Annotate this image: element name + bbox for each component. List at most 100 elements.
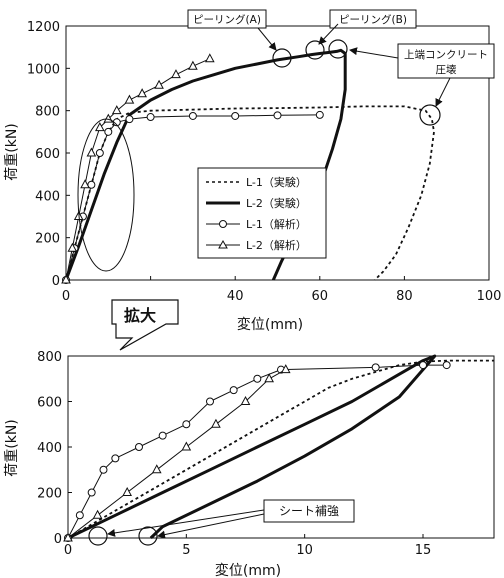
y-axis-ticks-bottom: 0 200 400 600 800	[37, 350, 72, 547]
data-point-top-3	[204, 53, 215, 63]
callout-arrow-sheet-2	[157, 513, 265, 539]
x-tick-label-top: 0	[62, 289, 70, 304]
callout-box-crush	[397, 43, 495, 79]
data-point-top-3	[124, 94, 135, 104]
data-point-bottom-3	[240, 395, 251, 405]
y-tick-label-bottom: 600	[37, 396, 62, 411]
legend-top: L-1（実験） L-2（実験） L-1（解析） L-2（解析）	[197, 167, 327, 259]
data-point-top-2	[104, 127, 113, 136]
elastic-zone-ellipse	[77, 118, 135, 272]
x-axis-ticks-bottom: 0 5 10 15	[64, 534, 431, 558]
data-point-bottom-3	[264, 373, 275, 383]
data-point-bottom-3	[211, 418, 221, 428]
data-point-top-2	[112, 118, 121, 127]
data-point-bottom-2	[87, 488, 96, 497]
data-point-top-3	[95, 122, 105, 132]
series-line-bottom-1	[67, 354, 437, 540]
enlarge-arrow: 拡大	[111, 299, 179, 351]
data-point-top-2	[95, 149, 104, 157]
legend-label-l1-exp: L-1（実験）	[246, 175, 307, 189]
x-axis-label-bottom: 変位(mm)	[215, 562, 281, 578]
data-point-top-2	[188, 111, 197, 120]
x-tick-label-top: 80	[396, 289, 413, 304]
y-tick-label-top: 1000	[27, 62, 60, 77]
data-point-top-3	[67, 242, 78, 252]
y-tick-label-top: 200	[35, 232, 60, 247]
x-tick-label-bottom: 5	[182, 543, 190, 558]
data-point-bottom-2	[182, 420, 191, 429]
y-tick-label-top: 0	[52, 274, 60, 289]
peeling-b-marker	[305, 40, 325, 60]
callout-text-crush-line2: 圧壊	[436, 64, 457, 76]
callout-text-sheet: シート補強	[279, 504, 339, 518]
x-axis-ticks-top: 0 40 60 80 100	[62, 276, 502, 304]
data-point-bottom-2	[229, 386, 238, 395]
callout-arrow-sheet-1	[107, 509, 265, 537]
data-point-bottom-3	[151, 464, 162, 474]
data-point-bottom-2	[99, 465, 108, 474]
legend-box	[197, 167, 327, 259]
data-point-top-3	[80, 179, 90, 189]
data-point-bottom-2	[111, 454, 120, 463]
callout-arrow-crush-down	[435, 77, 451, 107]
enlarge-arrow-shape	[111, 299, 179, 351]
data-point-bottom-2	[371, 363, 380, 372]
legend-marker-l1-ana	[219, 220, 227, 228]
chart-bottom: 0 200 400 600 800 0 5 10 15 変位(mm) 荷重(kN) シート補強	[4, 350, 495, 578]
callout-box-sheet	[263, 499, 355, 523]
series-group-top	[61, 48, 435, 284]
callout-box-peeling-a	[187, 9, 267, 29]
legend-label-l1-ana: L-1（解析）	[246, 217, 307, 231]
sheet-marker-1	[88, 526, 108, 546]
data-point-top-3	[154, 79, 164, 89]
data-point-bottom-2	[206, 397, 214, 406]
y-tick-label-bottom: 400	[37, 441, 62, 456]
data-point-top-3	[111, 105, 122, 115]
y-tick-label-top: 800	[35, 105, 60, 120]
y-axis-label-bottom: 荷重(kN)	[4, 419, 20, 477]
y-axis-ticks-top: 0 200 400 600 800 1000 1200	[27, 20, 70, 289]
callout-text-peeling-b: ピーリング(B)	[339, 13, 407, 26]
callout-arrow-crush-left	[349, 47, 399, 59]
x-tick-label-top: 40	[227, 289, 244, 304]
data-point-top-2	[273, 111, 282, 120]
sheet-marker-2	[138, 526, 158, 546]
data-point-top-3	[188, 60, 198, 70]
data-point-top-3	[61, 274, 71, 284]
series-line-bottom-0	[67, 359, 494, 539]
peeling-a-marker	[272, 48, 292, 68]
peeling-extra-marker	[328, 39, 348, 59]
data-point-bottom-3	[280, 364, 291, 374]
y-tick-label-top: 1200	[27, 20, 60, 35]
callout-arrow-peeling-b	[318, 23, 339, 45]
data-point-top-2	[146, 113, 155, 122]
y-axis-label-top: 荷重(kN)	[4, 123, 20, 181]
x-tick-label-top: 100	[477, 289, 502, 304]
x-tick-label-top: 60	[312, 289, 329, 304]
data-point-top-2	[125, 115, 134, 124]
crush-marker	[419, 104, 441, 126]
x-tick-label-bottom: 15	[415, 543, 432, 558]
callout-arrow-peeling-a	[257, 27, 277, 51]
y-tick-label-bottom: 200	[37, 487, 62, 502]
data-point-bottom-2	[253, 374, 262, 383]
series-line-top-3	[65, 58, 211, 281]
data-point-bottom-3	[122, 486, 133, 496]
data-point-bottom-3	[92, 509, 103, 519]
y-tick-label-top: 600	[35, 147, 60, 162]
data-point-top-3	[86, 147, 97, 157]
callout-text-crush-line1: 上端コンクリート	[404, 48, 488, 61]
data-point-bottom-3	[63, 532, 73, 542]
legend-label-l2-ana: L-2（解析）	[246, 238, 307, 252]
data-point-bottom-3	[181, 441, 192, 451]
data-point-top-2	[315, 110, 324, 119]
y-tick-label-bottom: 0	[54, 532, 62, 547]
callout-box-peeling-b	[329, 9, 417, 29]
data-point-top-3	[137, 88, 147, 98]
data-point-bottom-2	[419, 361, 427, 370]
legend-label-l2-exp: L-2（実験）	[246, 196, 307, 210]
data-point-bottom-2	[135, 443, 143, 451]
data-point-bottom-2	[442, 361, 451, 370]
